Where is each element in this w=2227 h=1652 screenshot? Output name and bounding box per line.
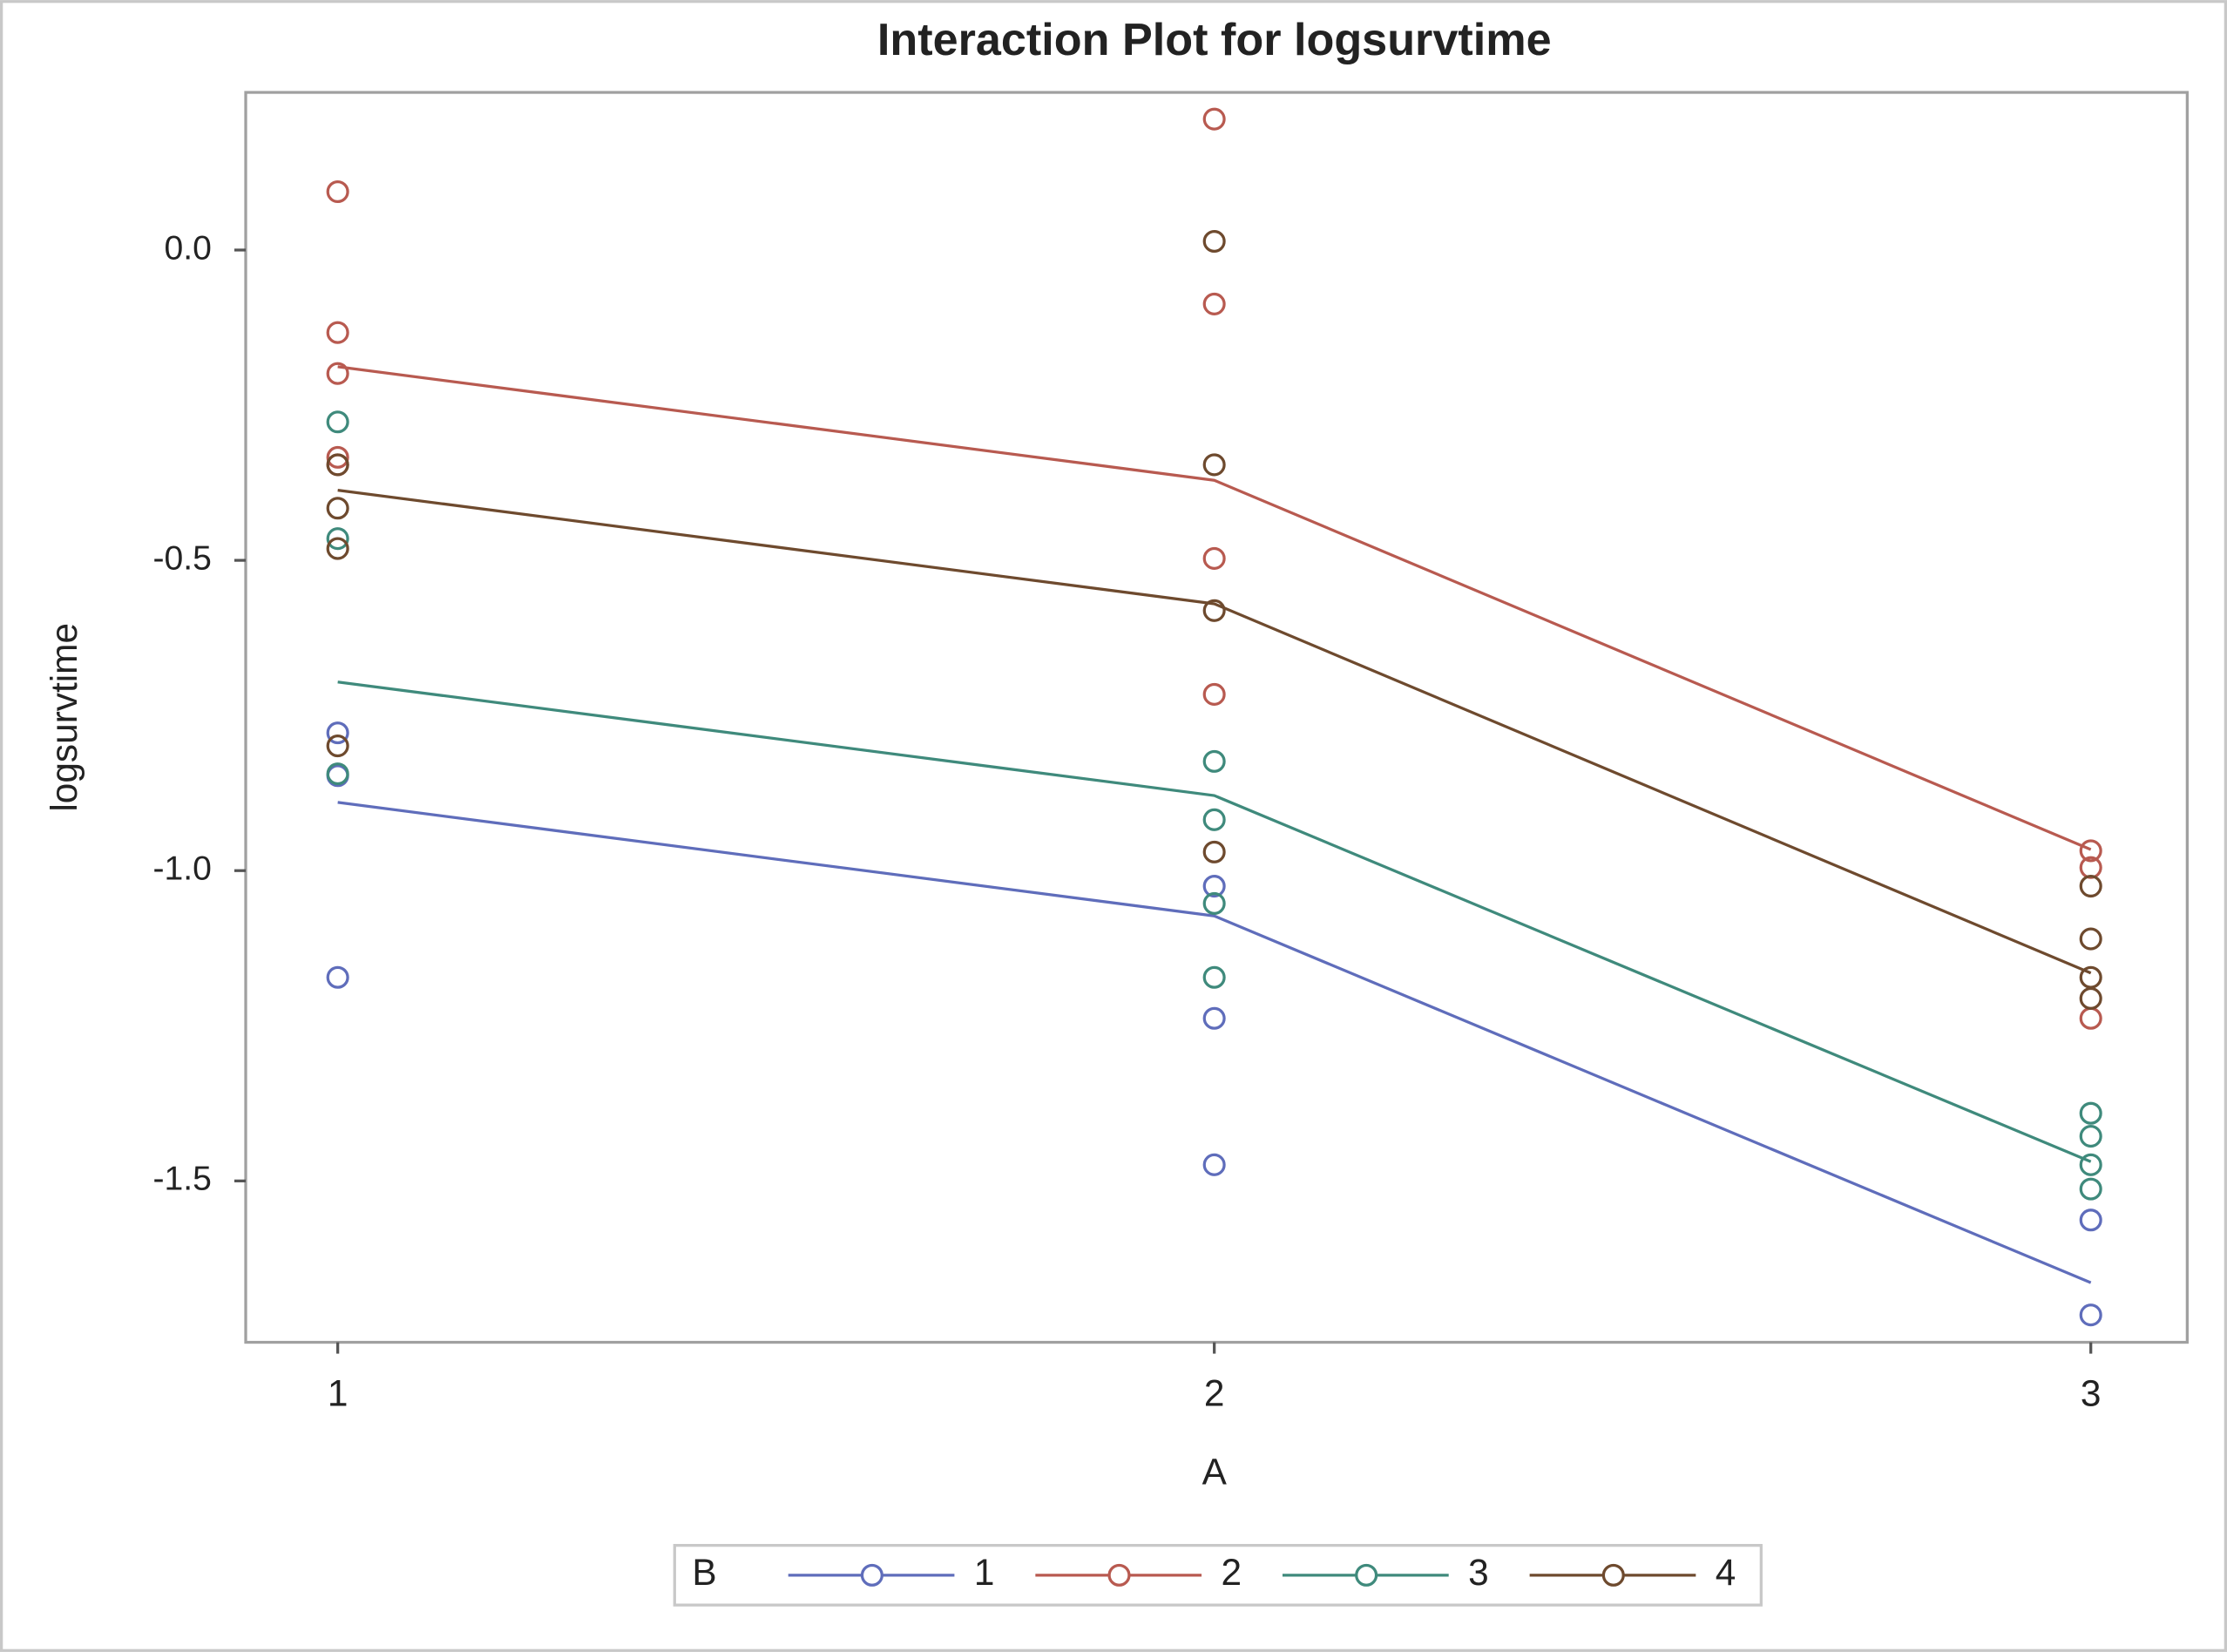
legend-marker (1107, 1563, 1131, 1587)
data-point (1202, 682, 1226, 706)
data-point (326, 735, 349, 758)
legend-marker (1355, 1563, 1378, 1587)
data-point (326, 762, 349, 786)
x-tick-label: 1 (328, 1373, 349, 1414)
legend-marker (1601, 1563, 1625, 1587)
x-tick-label: 3 (2081, 1373, 2102, 1414)
chart-title: Interaction Plot for logsurvtime (877, 15, 1552, 65)
legend-label: 3 (1468, 1552, 1489, 1593)
y-axis-label: logsurvtime (44, 623, 85, 812)
legend-label: 4 (1716, 1552, 1736, 1593)
data-point (1202, 453, 1226, 477)
mean-line (337, 365, 2092, 851)
x-tick-label: 2 (1204, 1373, 1225, 1414)
data-point (326, 965, 349, 989)
data-point (326, 321, 349, 344)
data-point (2079, 1101, 2102, 1125)
data-point (326, 445, 349, 469)
mean-line (337, 488, 2092, 975)
data-point (326, 362, 349, 385)
data-point (1202, 1153, 1226, 1176)
data-point (1202, 1006, 1226, 1030)
data-point (2079, 927, 2102, 951)
y-tick-label: -0.5 (152, 539, 211, 577)
plot-frame (244, 91, 2189, 1344)
data-point (326, 179, 349, 204)
data-point (1202, 292, 1226, 315)
data-point (2079, 1209, 2102, 1232)
data-point (326, 721, 349, 745)
x-axis-label: A (1202, 1451, 1228, 1492)
data-point (326, 453, 349, 477)
data-point (1202, 965, 1226, 989)
data-point (2079, 986, 2102, 1010)
legend-marker (860, 1563, 883, 1587)
data-point (1202, 599, 1226, 622)
data-point (1202, 808, 1226, 831)
data-point (326, 410, 349, 434)
data-point (2079, 1153, 2102, 1176)
mean-line (337, 801, 2092, 1284)
y-tick-label: -1.0 (152, 850, 211, 888)
data-point (1202, 749, 1226, 773)
data-point (2079, 1125, 2102, 1148)
data-point (2079, 839, 2102, 863)
data-point (2079, 1177, 2102, 1201)
data-point (326, 537, 349, 560)
data-point (1202, 891, 1226, 916)
data-point (326, 527, 349, 551)
data-point (1202, 107, 1226, 131)
legend-label: 2 (1222, 1552, 1242, 1593)
data-point (1202, 229, 1226, 254)
data-point (1202, 874, 1226, 898)
y-tick-label: -1.5 (152, 1161, 211, 1198)
legend-label: 1 (974, 1552, 995, 1593)
data-point (1202, 840, 1226, 863)
data-point (2079, 1303, 2102, 1327)
mean-line (337, 680, 2092, 1163)
data-point (1202, 546, 1226, 570)
data-point (326, 497, 349, 520)
y-tick-label: 0.0 (165, 229, 212, 267)
legend-title: B (692, 1552, 716, 1593)
data-point (2079, 874, 2102, 898)
